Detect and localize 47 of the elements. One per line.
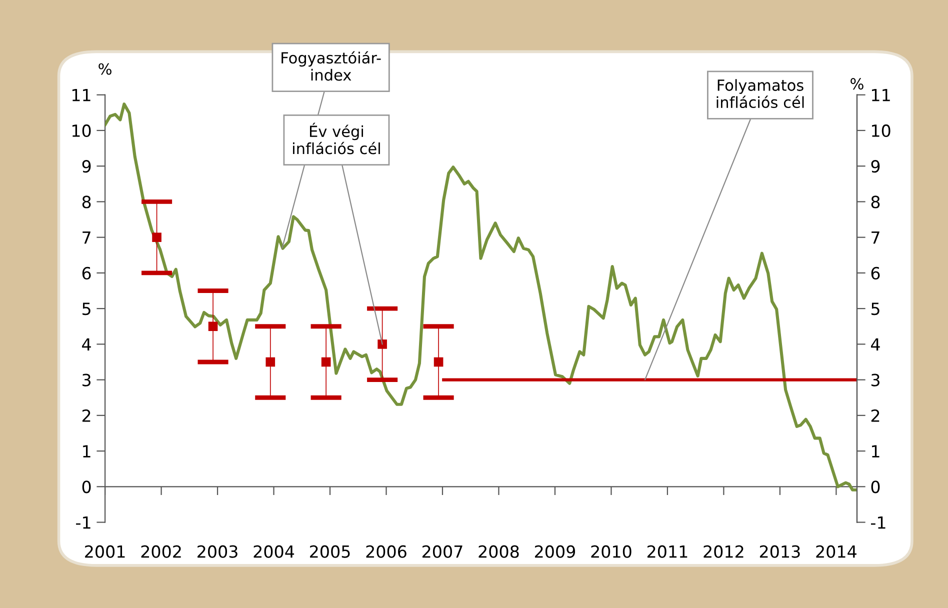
y-tick-label: 4: [82, 338, 91, 351]
x-tick-label: 2009: [534, 545, 576, 558]
y-tick-label: 7: [82, 232, 90, 244]
y2-tick-label: 5: [871, 302, 880, 316]
y2-tick-label: 9: [871, 160, 880, 173]
x-tick-label: 2001: [85, 545, 125, 558]
y-axis-title: %: [98, 63, 112, 75]
y-tick-label: 2: [82, 409, 90, 422]
point: [152, 232, 162, 242]
x-tick-label: 2005: [310, 545, 350, 558]
y-tick-label: -1: [76, 516, 90, 529]
y-tick-label: 1: [83, 445, 90, 458]
y2-tick-label: 10: [872, 124, 890, 138]
x-tick-label: 2004: [254, 545, 294, 558]
x-tick-label: 2006: [366, 545, 406, 558]
y-tick-label: 11: [72, 89, 90, 102]
y2-tick-label: 2: [871, 409, 880, 422]
y-tick-label: 9: [82, 160, 91, 173]
x-tick-label: 2007: [422, 545, 462, 558]
y2-tick-label: 7: [872, 232, 880, 244]
point: [378, 340, 387, 349]
y2-axis-title: %: [850, 78, 864, 90]
x-tick-label: 2014: [816, 545, 856, 558]
x-tick-label: 2012: [704, 545, 744, 558]
annotation: Év végi inflációs cél: [293, 122, 380, 154]
y2-tick-label: 8: [871, 196, 880, 208]
x-tick-label: 2011: [647, 545, 688, 558]
x-tick-label: 2013: [760, 545, 800, 558]
y2-tick-label: 6: [871, 266, 880, 280]
y2-tick-label: 0: [871, 480, 880, 494]
y-tick-label: 5: [82, 302, 90, 316]
x-tick-label: 2002: [141, 545, 181, 558]
x-tick-label: 2010: [591, 545, 632, 558]
annotation: Fogyasztóiár- index: [282, 51, 381, 81]
annotation: Folyamatos inflációs cél: [716, 79, 804, 108]
y2-tick-label: 1: [872, 445, 880, 458]
x-tick-label: 2008: [478, 545, 519, 558]
y2-tick-label: 4: [871, 338, 880, 351]
y-tick-label: 8: [82, 196, 91, 208]
y2-tick-label: 3: [871, 374, 880, 386]
y2-tick-label: -1: [871, 516, 886, 529]
x-tick-label: 2003: [198, 545, 238, 558]
y-tick-label: 10: [72, 124, 91, 138]
y2-tick-label: 11: [872, 89, 890, 102]
y-tick-label: 3: [82, 374, 91, 386]
y-tick-label: 6: [82, 266, 91, 280]
y-tick-label: 0: [82, 480, 91, 494]
